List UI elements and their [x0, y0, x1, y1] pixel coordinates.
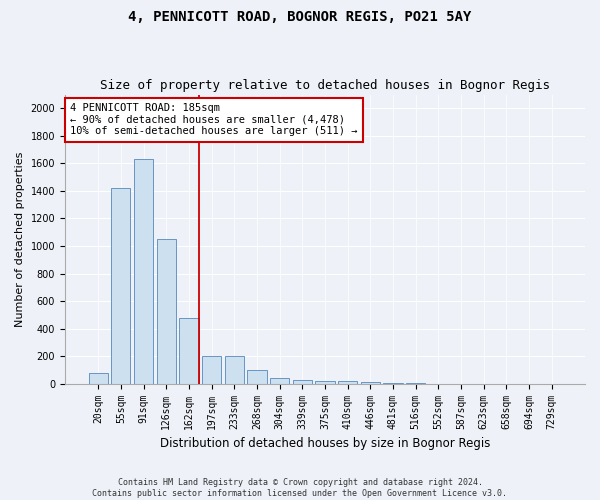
Text: 4, PENNICOTT ROAD, BOGNOR REGIS, PO21 5AY: 4, PENNICOTT ROAD, BOGNOR REGIS, PO21 5A… — [128, 10, 472, 24]
Text: 4 PENNICOTT ROAD: 185sqm
← 90% of detached houses are smaller (4,478)
10% of sem: 4 PENNICOTT ROAD: 185sqm ← 90% of detach… — [70, 103, 358, 136]
X-axis label: Distribution of detached houses by size in Bognor Regis: Distribution of detached houses by size … — [160, 437, 490, 450]
Bar — [179, 318, 199, 384]
Bar — [111, 188, 130, 384]
Bar — [89, 374, 108, 384]
Bar — [361, 382, 380, 384]
Bar — [157, 239, 176, 384]
Text: Contains HM Land Registry data © Crown copyright and database right 2024.
Contai: Contains HM Land Registry data © Crown c… — [92, 478, 508, 498]
Bar — [202, 356, 221, 384]
Bar — [316, 380, 335, 384]
Bar — [270, 378, 289, 384]
Bar — [224, 356, 244, 384]
Bar — [134, 160, 153, 384]
Bar — [338, 381, 357, 384]
Bar — [247, 370, 266, 384]
Y-axis label: Number of detached properties: Number of detached properties — [15, 152, 25, 327]
Title: Size of property relative to detached houses in Bognor Regis: Size of property relative to detached ho… — [100, 79, 550, 92]
Bar — [293, 380, 312, 384]
